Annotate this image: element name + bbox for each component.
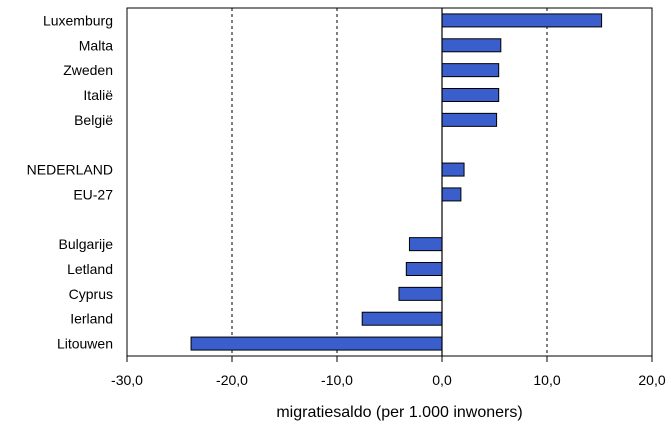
category-label-13: Litouwen [57, 336, 113, 352]
x-tick-label-0: -30,0 [111, 372, 143, 388]
category-label-10: Letland [67, 261, 113, 277]
bar-2 [441, 63, 500, 78]
bar-12 [361, 311, 443, 326]
category-label-7: EU-27 [73, 186, 113, 202]
bars [190, 13, 603, 351]
category-label-0: Luxemburg [43, 12, 113, 28]
x-tick-label-2: -10,0 [321, 372, 353, 388]
category-label-3: Italië [83, 87, 113, 103]
category-label-4: België [74, 112, 113, 128]
bar-9 [408, 237, 443, 252]
bar-4 [441, 112, 498, 127]
bar-10 [405, 262, 443, 276]
x-tick-label-5: 20,0 [638, 372, 665, 388]
category-labels: Luxemburg Malta Zweden Italië België NEDERLAN… [27, 12, 114, 351]
bar-13 [190, 336, 443, 351]
bar-3 [441, 88, 500, 102]
bar-1 [441, 38, 502, 53]
plot-frame [126, 7, 653, 357]
category-label-2: Zweden [63, 62, 113, 78]
category-label-11: Cyprus [69, 286, 113, 302]
category-label-9: Bulgarije [59, 236, 114, 252]
bar-11 [398, 286, 443, 301]
category-label-12: Ierland [70, 311, 113, 327]
bar-0 [441, 13, 603, 28]
bar-7 [441, 187, 462, 202]
x-tick-label-1: -20,0 [216, 372, 248, 388]
x-tick-label-4: 10,0 [533, 372, 560, 388]
category-label-1: Malta [79, 37, 113, 53]
x-axis-title: migratiesaldo (per 1.000 inwoners) [276, 404, 522, 421]
gridlines [231, 8, 548, 356]
x-tick-label-3: 0,0 [432, 372, 452, 388]
bar-6 [441, 162, 465, 177]
category-label-6: NEDERLAND [27, 162, 113, 178]
x-axis-ticks: -30,0 -20,0 -10,0 0,0 10,0 20,0 [111, 356, 666, 388]
